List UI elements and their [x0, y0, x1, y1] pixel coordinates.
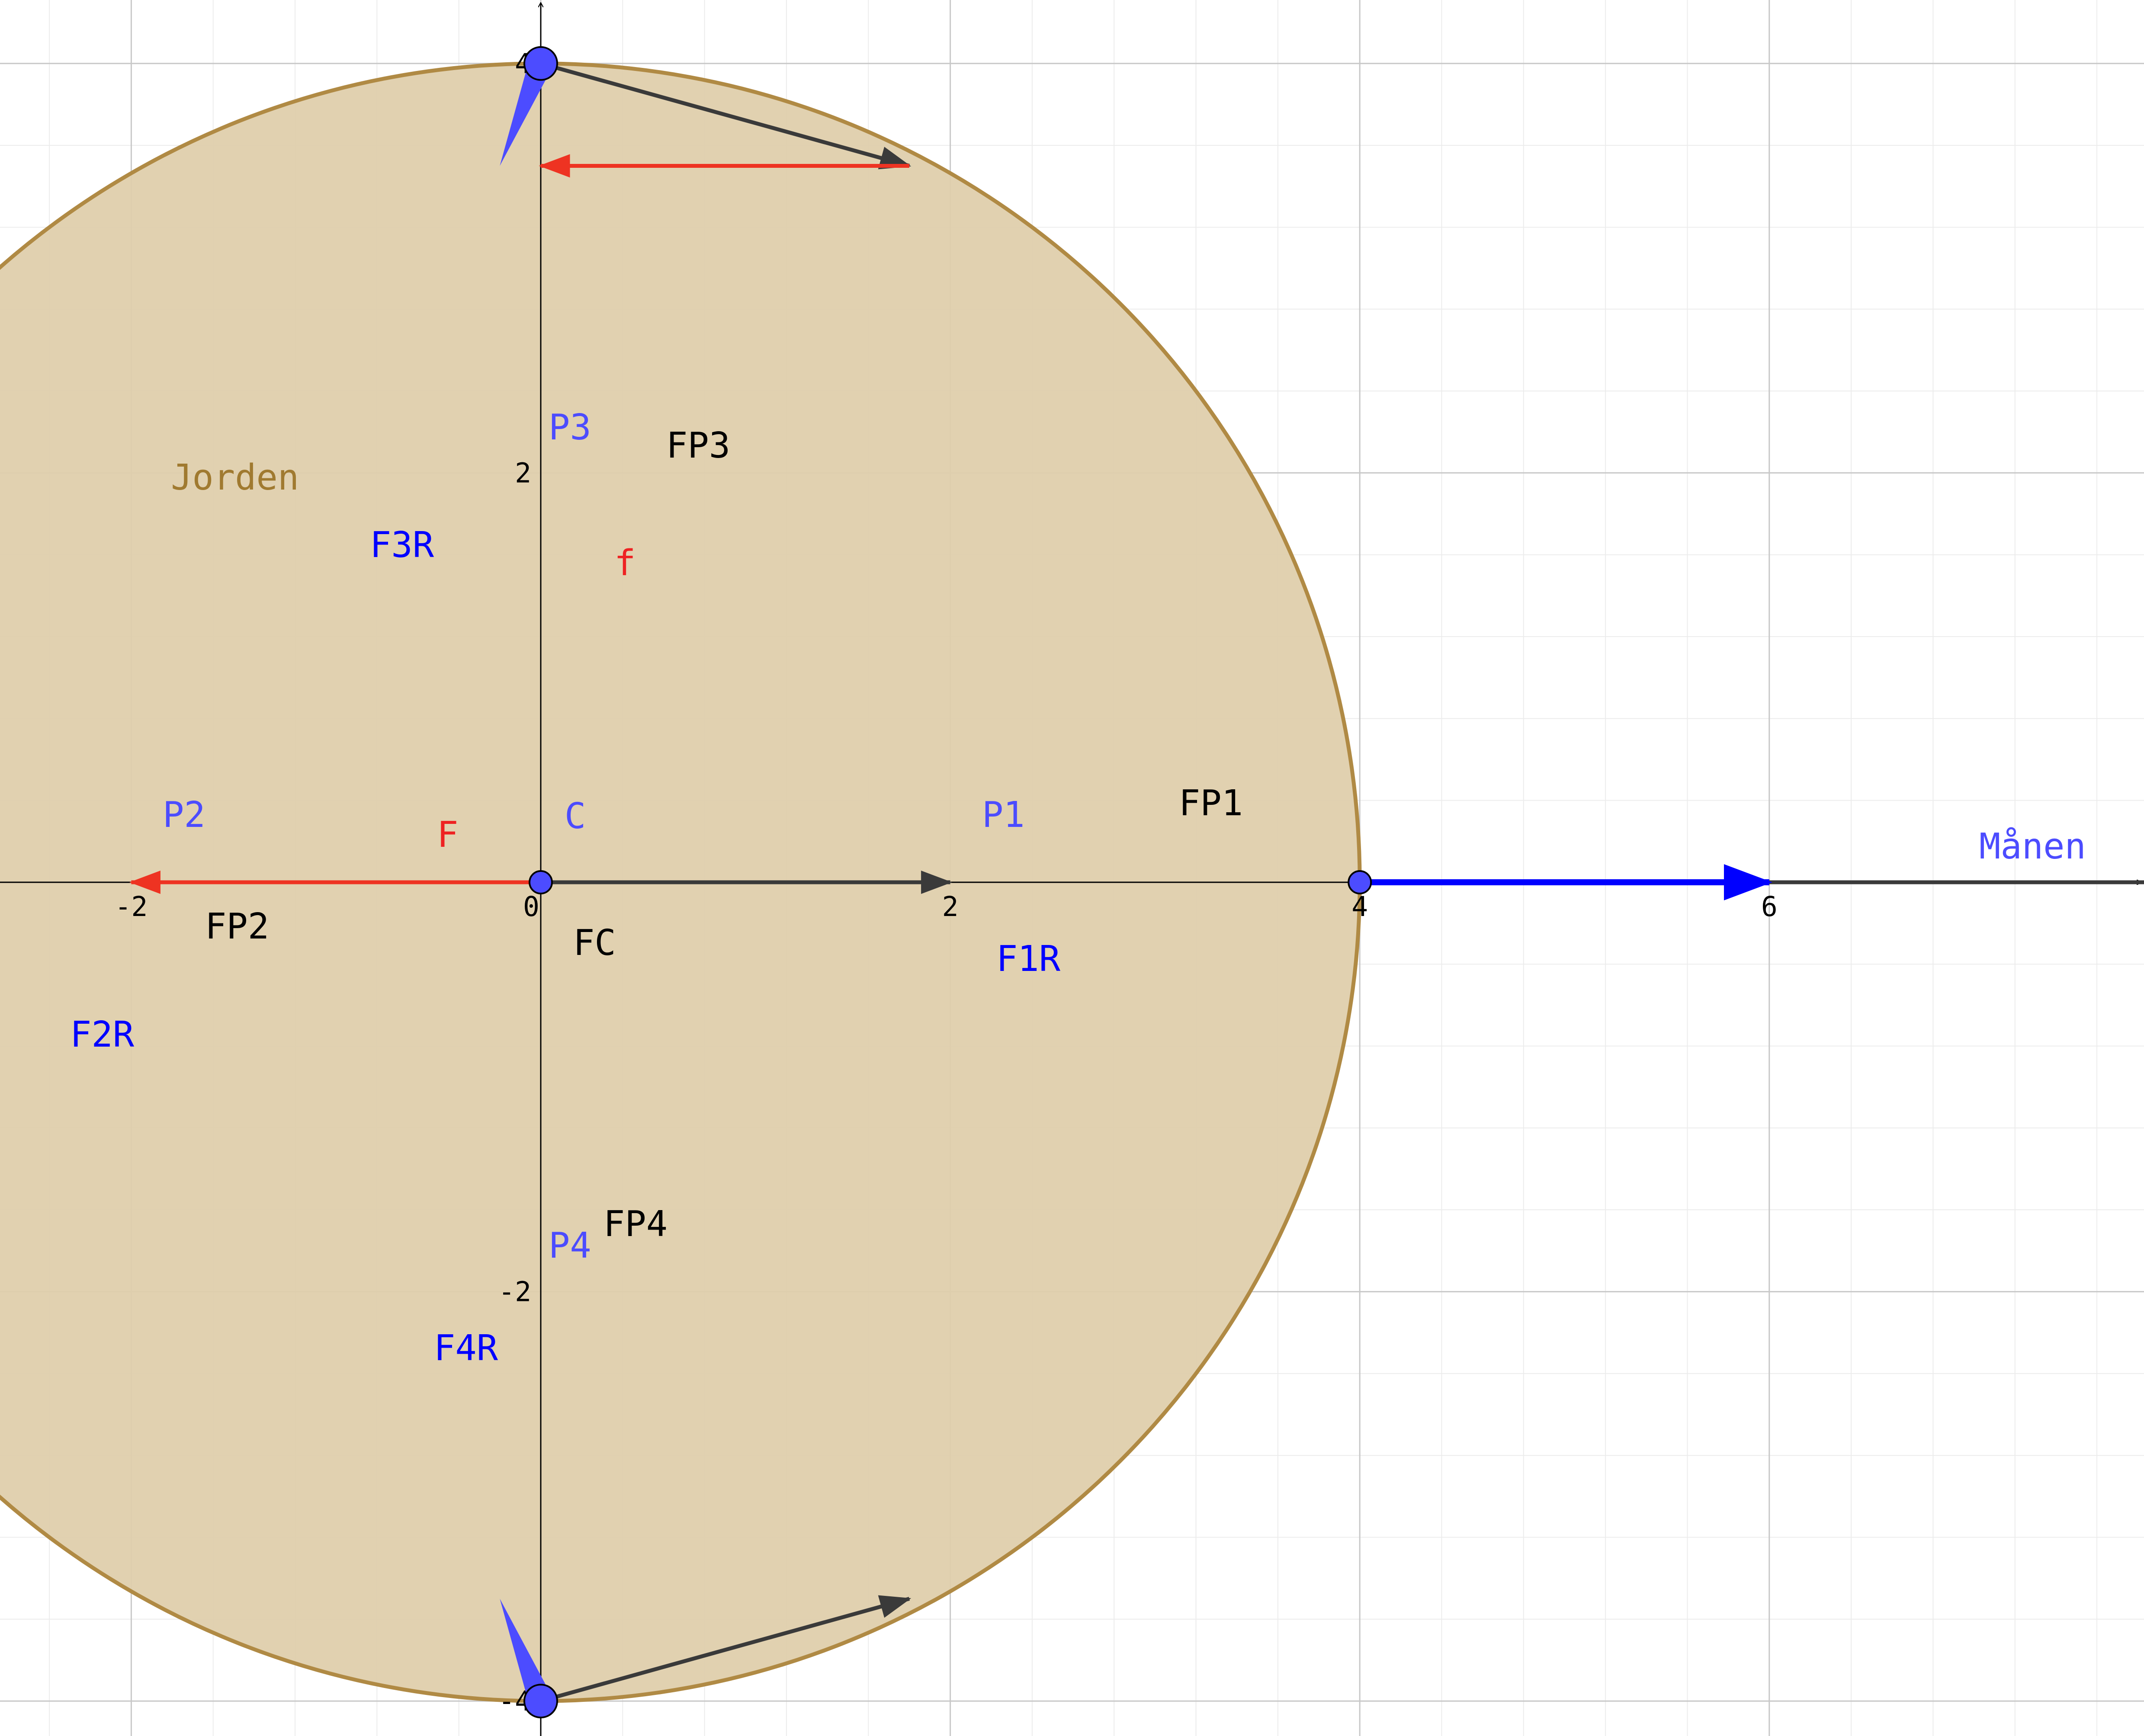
label-manen: Månen: [1979, 826, 2086, 867]
label-fc: FC: [573, 922, 616, 964]
point-p4[interactable]: [523, 1684, 558, 1719]
label-f4r: F4R: [434, 1328, 498, 1369]
label-f2r: F2R: [70, 1014, 135, 1055]
label-f: F: [437, 814, 458, 855]
label-p4: P4: [549, 1225, 591, 1266]
label-p3: P3: [549, 407, 591, 448]
label-c: C: [565, 796, 586, 837]
label-f1r: F1R: [996, 938, 1061, 980]
label-fp2: FP2: [205, 906, 269, 947]
x-tick-label: 2: [942, 891, 959, 922]
label-p1: P1: [982, 794, 1025, 836]
vector-fp4: [540, 1595, 912, 1703]
x-tick-label: 6: [1761, 891, 1778, 922]
vector-f3r: [500, 59, 552, 166]
label-fp4: FP4: [603, 1204, 668, 1245]
label-jorden: Jorden: [171, 457, 299, 498]
vector-fp3: [540, 61, 912, 170]
label-fp1: FP1: [1179, 783, 1243, 824]
y-tick-label: -2: [498, 1276, 531, 1308]
label-f3r: F3R: [370, 525, 434, 566]
point-p1[interactable]: [1348, 870, 1372, 894]
x-tick-label: 4: [1351, 891, 1368, 922]
point-p3[interactable]: [523, 46, 558, 81]
x-tick-label: -2: [115, 891, 148, 922]
label-p2: P2: [163, 794, 205, 836]
label-fp3: FP3: [666, 425, 730, 466]
y-tick-label: 2: [515, 457, 531, 489]
vector-f4r: [500, 1598, 552, 1706]
point-c[interactable]: [529, 870, 553, 894]
label-f-small: f: [614, 543, 635, 584]
points: [523, 46, 1372, 1719]
x-tick-label: 0: [523, 891, 539, 922]
force-vectors: [129, 59, 2144, 1706]
